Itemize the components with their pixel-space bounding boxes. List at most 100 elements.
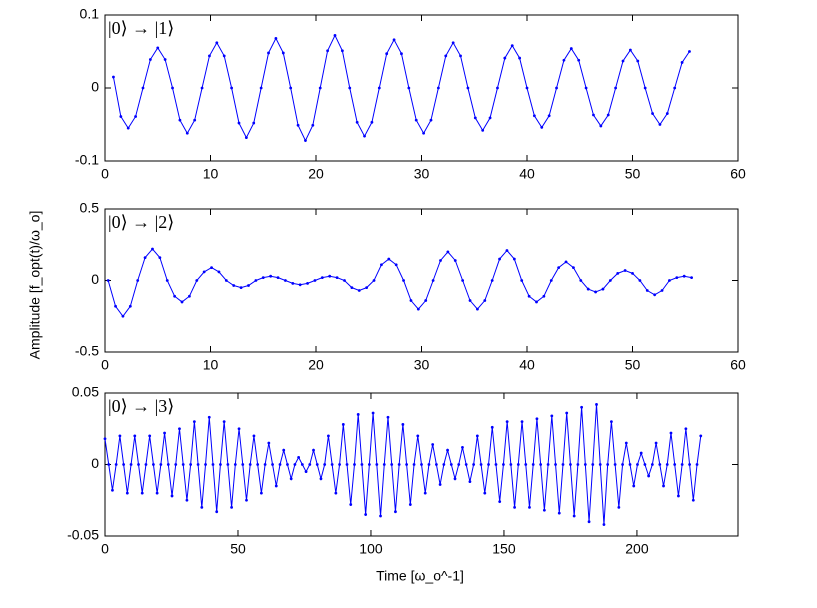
data-point bbox=[446, 448, 449, 452]
data-point bbox=[645, 289, 649, 292]
data-point bbox=[684, 427, 688, 431]
data-point bbox=[289, 86, 293, 90]
data-point bbox=[364, 513, 368, 516]
data-point bbox=[323, 463, 327, 466]
data-point bbox=[483, 299, 487, 302]
data-point bbox=[353, 463, 356, 466]
data-point bbox=[387, 257, 391, 261]
data-point bbox=[356, 413, 360, 416]
data-point bbox=[126, 126, 130, 130]
data-point bbox=[576, 463, 580, 466]
data-point bbox=[178, 118, 182, 122]
data-point bbox=[442, 463, 446, 466]
data-point bbox=[416, 307, 420, 311]
data-point bbox=[141, 86, 145, 90]
data-point bbox=[599, 124, 603, 128]
data-point bbox=[188, 294, 191, 298]
data-point bbox=[397, 463, 401, 466]
data-point bbox=[444, 54, 448, 58]
data-point bbox=[158, 256, 162, 260]
data-point bbox=[505, 249, 509, 252]
data-point bbox=[494, 463, 498, 466]
data-point bbox=[555, 86, 558, 90]
y-tick-label: 0 bbox=[91, 271, 99, 287]
data-point bbox=[306, 281, 309, 285]
data-point bbox=[196, 463, 200, 466]
data-point bbox=[315, 463, 319, 466]
data-point bbox=[170, 494, 174, 498]
data-point bbox=[554, 463, 557, 466]
x-tick-label: 50 bbox=[230, 541, 246, 557]
x-tick-label: 20 bbox=[308, 166, 324, 182]
data-point bbox=[557, 511, 561, 515]
data-point bbox=[148, 58, 152, 61]
y-tick-label: -0.5 bbox=[75, 343, 99, 359]
data-point bbox=[461, 445, 464, 449]
data-point bbox=[137, 463, 140, 466]
data-point bbox=[222, 54, 226, 58]
data-point bbox=[660, 289, 664, 292]
data-point bbox=[318, 86, 322, 90]
data-point bbox=[632, 484, 636, 488]
data-point bbox=[247, 284, 250, 287]
data-point bbox=[468, 480, 472, 484]
data-point bbox=[453, 259, 457, 262]
data-point bbox=[173, 294, 177, 298]
data-point bbox=[377, 86, 381, 90]
data-point bbox=[606, 463, 610, 466]
data-point bbox=[312, 448, 315, 452]
data-point bbox=[453, 477, 457, 481]
data-point bbox=[468, 299, 472, 302]
data-point bbox=[163, 58, 167, 61]
y-tick-label: 0.1 bbox=[80, 6, 100, 22]
data-point bbox=[459, 54, 462, 58]
data-point bbox=[248, 463, 252, 466]
data-point bbox=[278, 463, 282, 466]
data-point bbox=[434, 463, 438, 466]
data-point bbox=[134, 115, 137, 118]
data-point bbox=[532, 114, 536, 118]
data-point bbox=[107, 463, 111, 466]
data-point bbox=[380, 263, 383, 267]
data-point bbox=[546, 463, 550, 466]
data-point bbox=[185, 131, 189, 135]
data-point bbox=[540, 126, 544, 129]
data-point bbox=[180, 300, 184, 304]
data-point bbox=[237, 121, 241, 125]
annotation: |0⟩ → |2⟩ bbox=[108, 212, 174, 232]
data-point bbox=[106, 279, 110, 282]
data-point bbox=[690, 276, 693, 280]
data-point bbox=[215, 41, 219, 45]
data-point bbox=[621, 59, 625, 63]
data-point bbox=[276, 276, 280, 280]
data-point bbox=[602, 523, 606, 526]
data-point bbox=[498, 257, 501, 261]
data-point bbox=[267, 51, 270, 55]
data-point bbox=[338, 463, 341, 466]
data-point bbox=[623, 269, 627, 272]
data-point bbox=[535, 417, 539, 421]
data-point bbox=[472, 463, 476, 466]
data-point bbox=[128, 304, 132, 308]
data-point bbox=[549, 279, 553, 282]
data-point bbox=[271, 463, 274, 466]
data-point bbox=[636, 59, 640, 63]
data-point bbox=[466, 86, 470, 90]
data-point bbox=[252, 434, 256, 438]
data-point bbox=[579, 279, 583, 282]
data-point bbox=[524, 463, 528, 466]
data-point bbox=[673, 86, 677, 90]
annotation: |0⟩ → |3⟩ bbox=[108, 396, 174, 416]
data-point bbox=[577, 58, 581, 62]
data-point bbox=[658, 463, 662, 466]
data-point bbox=[695, 463, 699, 466]
data-point bbox=[662, 484, 665, 488]
y-tick-label: 0.5 bbox=[80, 200, 100, 216]
data-point bbox=[267, 441, 271, 445]
data-point bbox=[202, 270, 206, 274]
data-point bbox=[614, 86, 618, 90]
data-point bbox=[367, 463, 371, 466]
data-point bbox=[370, 120, 374, 124]
data-point bbox=[565, 411, 569, 415]
data-point bbox=[375, 463, 379, 466]
